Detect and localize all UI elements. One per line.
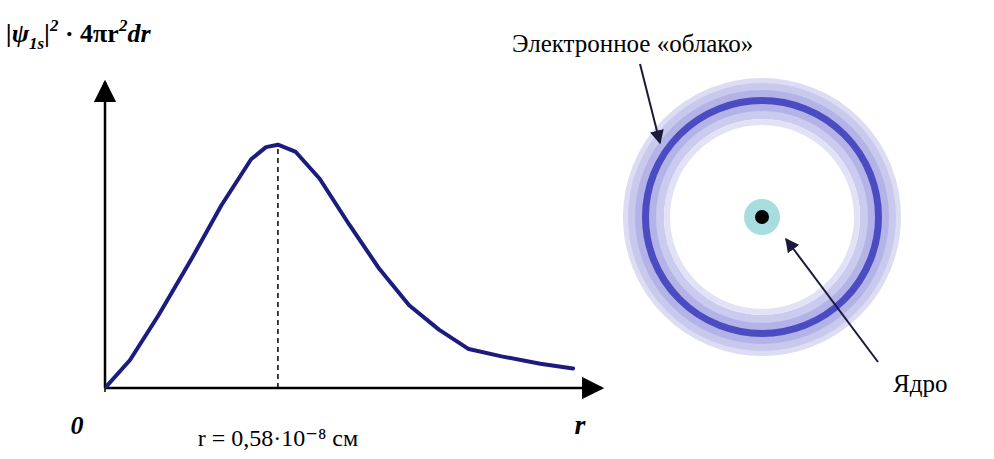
annotation-label: r = 0,58·10⁻⁸ см [198,425,358,451]
y-axis [104,96,107,388]
y-axis-title-part: 1s [29,34,45,53]
cloud-ring [660,115,864,319]
x-axis [105,387,588,390]
nucleus [755,210,769,224]
cloud-ring [632,87,892,347]
nucleus-halo [744,199,780,235]
cloud-ring [626,81,898,353]
x-tick-label: 0 [71,411,84,440]
curve [105,145,573,388]
x-axis-arrow [588,387,602,390]
nucleus-arrow [786,239,878,362]
y-axis-title-part: 2 [118,16,128,35]
figure: 0 r = 0,58·10⁻⁸ см r |ψ1s|2 · 4πr2dr Электро… [0,0,994,459]
cloud-arrow [640,64,660,143]
x-tick [104,388,106,392]
y-axis-title-part: · 4πr [58,19,118,48]
y-axis-arrow [104,82,107,96]
cloud-label: Электронное «облако» [512,30,753,57]
cloud-ring [653,108,871,326]
atom-diagram [626,81,898,353]
annotation-line [277,145,279,388]
cloud-ring [646,101,878,333]
cloud-ring [667,122,857,312]
y-axis-title-part: |ψ [6,19,30,48]
plot-area [105,145,573,388]
x-axis-title: r [575,409,587,440]
nucleus-label: Ядро [893,370,947,397]
y-axis-title-part: dr [127,19,151,48]
y-axis-title-part: 2 [49,16,59,35]
y-axis-title: |ψ1s|2 · 4πr2dr [6,16,151,53]
cloud-ring [639,94,885,340]
